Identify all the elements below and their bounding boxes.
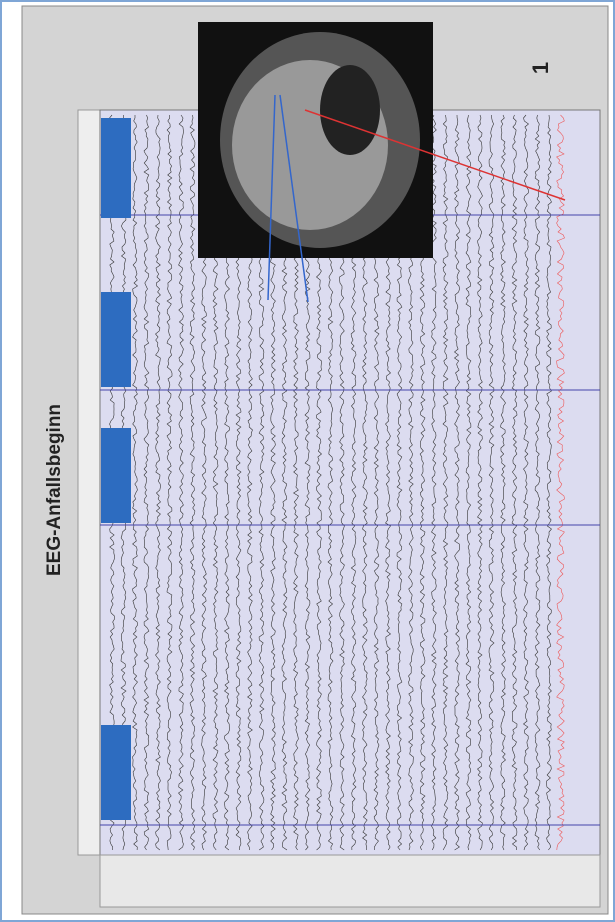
figure-title: EEG-Anfallsbeginn [44, 404, 65, 576]
annotation-box [101, 428, 131, 523]
channel-labels [100, 855, 600, 907]
toolbar [78, 110, 100, 855]
annotation-box [101, 725, 131, 820]
annotation-box [101, 292, 131, 387]
figure-number: 1 [528, 62, 553, 74]
page: EEG-Anfallsbeginn 1 (() => { const data … [0, 0, 615, 922]
mri-ventricle [320, 65, 380, 155]
annotation-box [101, 118, 131, 218]
figure: EEG-Anfallsbeginn 1 [0, 0, 615, 922]
